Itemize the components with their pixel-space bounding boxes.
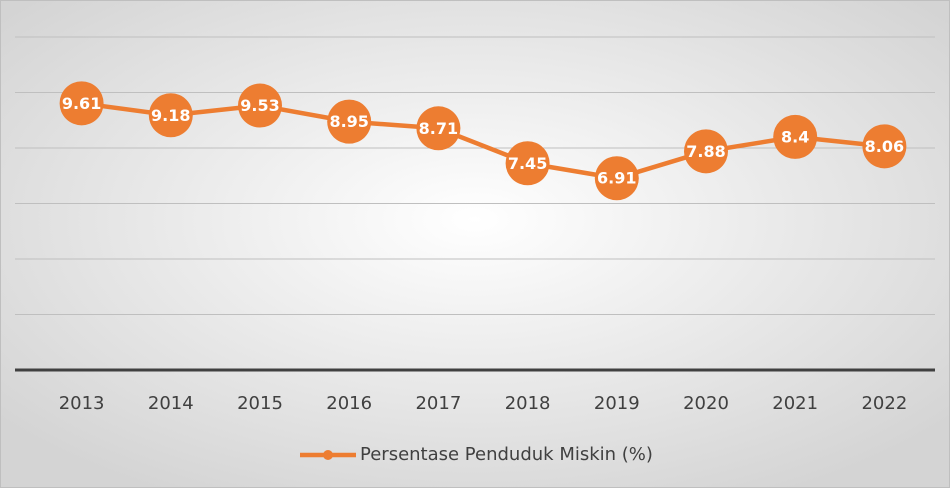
marker: [416, 106, 461, 151]
data-label: 6.91: [597, 169, 636, 188]
marker: [238, 83, 282, 128]
marker: [594, 156, 639, 201]
x-tick-label: 2022: [861, 393, 907, 414]
line: [81, 101, 885, 181]
x-tick-label: 2014: [148, 393, 194, 414]
data-label: 8.71: [419, 119, 458, 138]
x-tick-label: 2013: [59, 393, 105, 414]
data-label: 8.95: [329, 112, 368, 131]
x-tick-label: 2018: [505, 393, 551, 414]
x-tick-label: 2017: [415, 393, 461, 414]
marker: [327, 99, 372, 144]
marker: [862, 124, 907, 169]
legend-label: Persentase Penduduk Miskin (%): [360, 444, 653, 465]
data-label: 8.06: [865, 137, 904, 156]
data-label: 9.61: [62, 94, 101, 113]
marker: [59, 81, 104, 126]
x-tick-label: 2020: [683, 393, 729, 414]
legend-marker: [323, 450, 333, 460]
data-label: 9.53: [240, 96, 279, 115]
marker: [505, 141, 550, 186]
x-tick-label: 2016: [326, 393, 372, 414]
x-tick-label: 2015: [237, 393, 283, 414]
marker: [684, 129, 728, 174]
marker: [148, 93, 193, 138]
marker: [773, 114, 818, 159]
data-label: 7.45: [508, 154, 547, 173]
data-label: 7.88: [686, 142, 725, 161]
data-label: 8.4: [781, 127, 809, 146]
x-tick-label: 2019: [594, 393, 640, 414]
x-tick-label: 2021: [772, 393, 818, 414]
data-label: 9.18: [151, 106, 190, 125]
